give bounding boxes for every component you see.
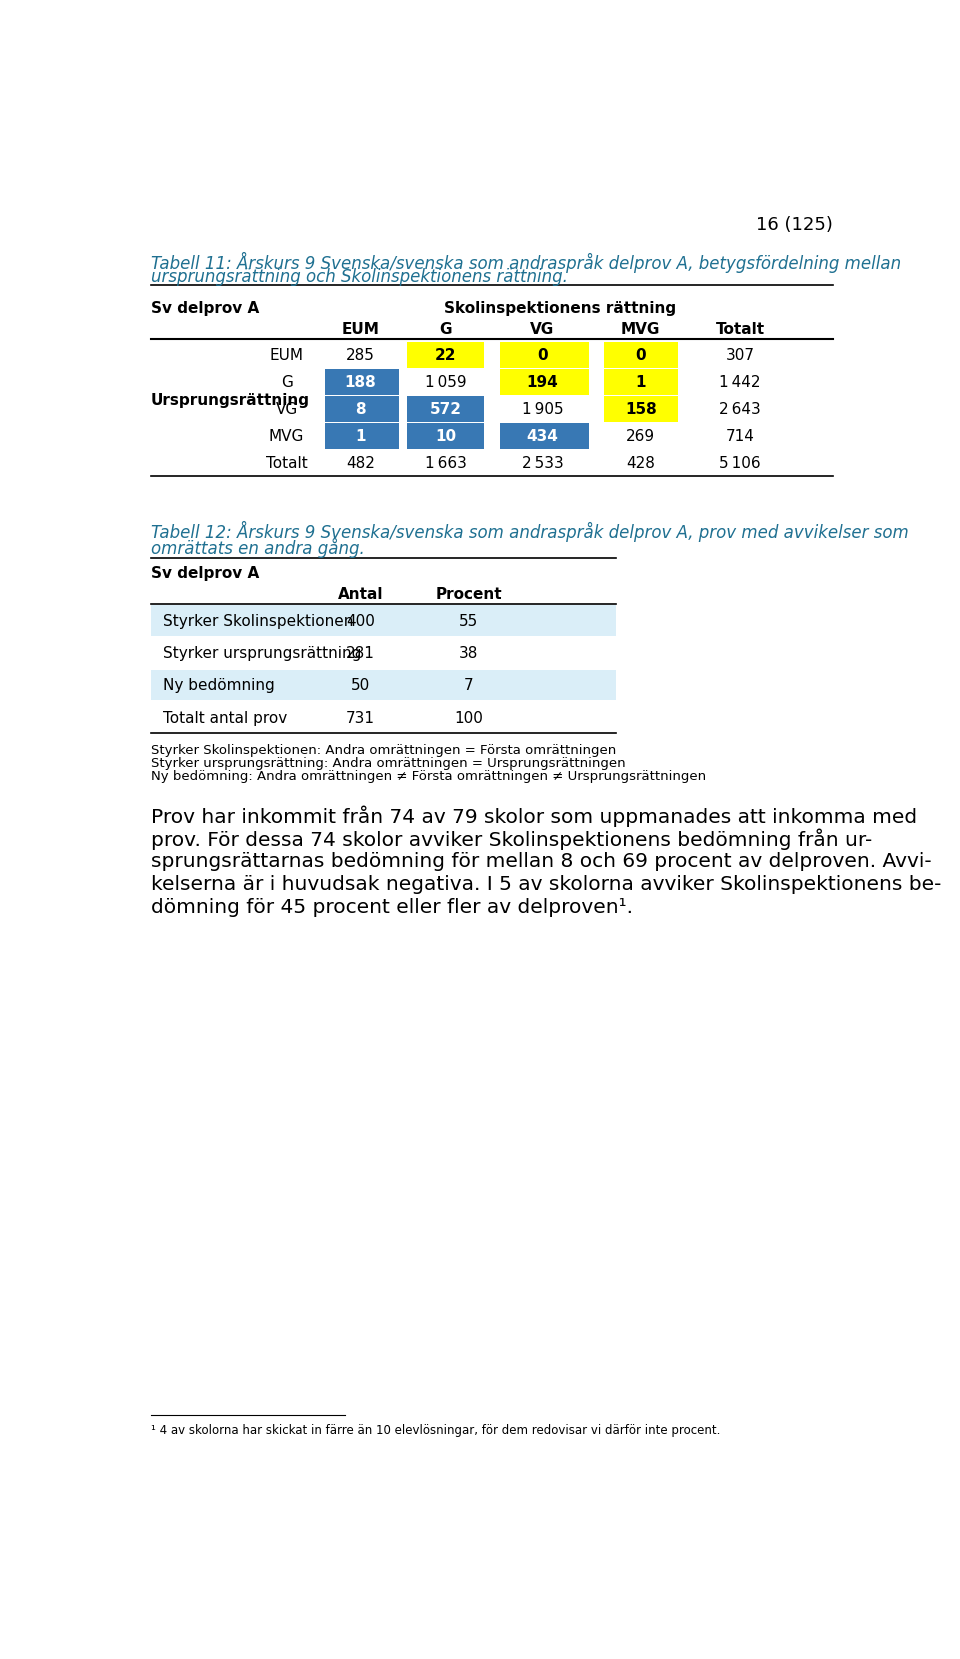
Text: 428: 428 xyxy=(626,456,656,471)
Text: MVG: MVG xyxy=(621,322,660,337)
Text: ¹ 4 av skolorna har skickat in färre än 10 elevlösningar, för dem redovisar vi d: ¹ 4 av skolorna har skickat in färre än … xyxy=(151,1423,720,1437)
Bar xyxy=(407,423,484,448)
Text: Sv delprov A: Sv delprov A xyxy=(151,566,259,581)
Text: Styrker ursprungsrättning: Styrker ursprungsrättning xyxy=(162,645,361,660)
Text: Procent: Procent xyxy=(436,587,502,602)
Text: 400: 400 xyxy=(346,614,374,629)
Bar xyxy=(605,397,678,421)
Bar xyxy=(325,397,399,421)
Text: Sv delprov A: Sv delprov A xyxy=(151,300,259,315)
Text: 22: 22 xyxy=(435,348,456,363)
Bar xyxy=(605,342,678,368)
Text: ursprungsrättning och Skolinspektionens rättning.: ursprungsrättning och Skolinspektionens … xyxy=(151,269,568,287)
Text: 482: 482 xyxy=(346,456,374,471)
Text: Ny bedömning: Ny bedömning xyxy=(162,679,275,693)
Text: 0: 0 xyxy=(537,348,548,363)
Text: Tabell 12: Årskurs 9 Svenska/svenska som andraspråk delprov A, prov med avvikels: Tabell 12: Årskurs 9 Svenska/svenska som… xyxy=(151,521,909,542)
Text: 285: 285 xyxy=(346,348,374,363)
Text: 55: 55 xyxy=(459,614,478,629)
Text: 1: 1 xyxy=(355,430,366,445)
Text: EUM: EUM xyxy=(342,322,379,337)
Text: Totalt: Totalt xyxy=(715,322,764,337)
Text: 1 442: 1 442 xyxy=(719,375,760,390)
Text: 307: 307 xyxy=(726,348,755,363)
Text: Styrker ursprungsrättning: Andra omrättningen = Ursprungsrättningen: Styrker ursprungsrättning: Andra omrättn… xyxy=(151,757,626,770)
Text: 0: 0 xyxy=(636,348,646,363)
Text: 434: 434 xyxy=(526,430,559,445)
Bar xyxy=(407,397,484,421)
Text: EUM: EUM xyxy=(270,348,303,363)
Text: sprungsrättarnas bedömning för mellan 8 och 69 procent av delproven. Avvi-: sprungsrättarnas bedömning för mellan 8 … xyxy=(151,853,931,871)
Text: 194: 194 xyxy=(526,375,559,390)
Text: 50: 50 xyxy=(350,679,370,693)
Bar xyxy=(151,670,616,700)
Text: 731: 731 xyxy=(346,710,374,725)
Bar xyxy=(500,423,588,448)
Text: kelserna är i huvudsak negativa. I 5 av skolorna avviker Skolinspektionens be-: kelserna är i huvudsak negativa. I 5 av … xyxy=(151,876,942,894)
Text: 714: 714 xyxy=(726,430,755,445)
Text: Styrker Skolinspektionen: Andra omrättningen = Första omrättningen: Styrker Skolinspektionen: Andra omrättni… xyxy=(151,745,616,757)
Text: 158: 158 xyxy=(625,401,657,416)
Bar xyxy=(500,370,588,395)
Bar xyxy=(500,342,588,368)
Text: omrättats en andra gång.: omrättats en andra gång. xyxy=(151,538,365,557)
Text: 1 905: 1 905 xyxy=(521,401,564,416)
Text: Tabell 11: Årskurs 9 Svenska/svenska som andraspråk delprov A, betygsfördelning : Tabell 11: Årskurs 9 Svenska/svenska som… xyxy=(151,252,901,272)
Text: 2 533: 2 533 xyxy=(521,456,564,471)
Text: 1: 1 xyxy=(636,375,646,390)
Text: Prov har inkommit från 74 av 79 skolor som uppmanades att inkomma med: Prov har inkommit från 74 av 79 skolor s… xyxy=(151,806,917,828)
Bar xyxy=(407,342,484,368)
Text: prov. För dessa 74 skolor avviker Skolinspektionens bedömning från ur-: prov. För dessa 74 skolor avviker Skolin… xyxy=(151,830,873,851)
Text: Ursprungsrättning: Ursprungsrättning xyxy=(151,393,310,408)
Text: 281: 281 xyxy=(346,645,374,660)
Text: Totalt: Totalt xyxy=(266,456,307,471)
Text: 7: 7 xyxy=(464,679,473,693)
Text: Antal: Antal xyxy=(338,587,383,602)
Text: Skolinspektionens rättning: Skolinspektionens rättning xyxy=(444,300,676,315)
Text: G: G xyxy=(280,375,293,390)
Text: 269: 269 xyxy=(626,430,656,445)
Text: 10: 10 xyxy=(435,430,456,445)
Text: G: G xyxy=(440,322,452,337)
Text: VG: VG xyxy=(276,401,298,416)
Bar xyxy=(325,370,399,395)
Text: 100: 100 xyxy=(454,710,483,725)
Text: 16 (125): 16 (125) xyxy=(756,216,833,234)
Text: Ny bedömning: Andra omrättningen ≠ Första omrättningen ≠ Ursprungsrättningen: Ny bedömning: Andra omrättningen ≠ Först… xyxy=(151,770,707,783)
Text: 2 643: 2 643 xyxy=(719,401,761,416)
Text: Styrker Skolinspektionen: Styrker Skolinspektionen xyxy=(162,614,353,629)
Text: dömning för 45 procent eller fler av delproven¹.: dömning för 45 procent eller fler av del… xyxy=(151,898,633,917)
Text: 5 106: 5 106 xyxy=(719,456,761,471)
Bar xyxy=(605,370,678,395)
Text: 8: 8 xyxy=(355,401,366,416)
Text: MVG: MVG xyxy=(269,430,304,445)
Text: VG: VG xyxy=(530,322,555,337)
Text: 1 663: 1 663 xyxy=(424,456,467,471)
Text: Totalt antal prov: Totalt antal prov xyxy=(162,710,287,725)
Bar xyxy=(325,423,399,448)
Text: 1 059: 1 059 xyxy=(424,375,467,390)
Text: 38: 38 xyxy=(459,645,478,660)
Text: 572: 572 xyxy=(429,401,462,416)
Text: 188: 188 xyxy=(345,375,376,390)
Bar xyxy=(151,606,616,635)
